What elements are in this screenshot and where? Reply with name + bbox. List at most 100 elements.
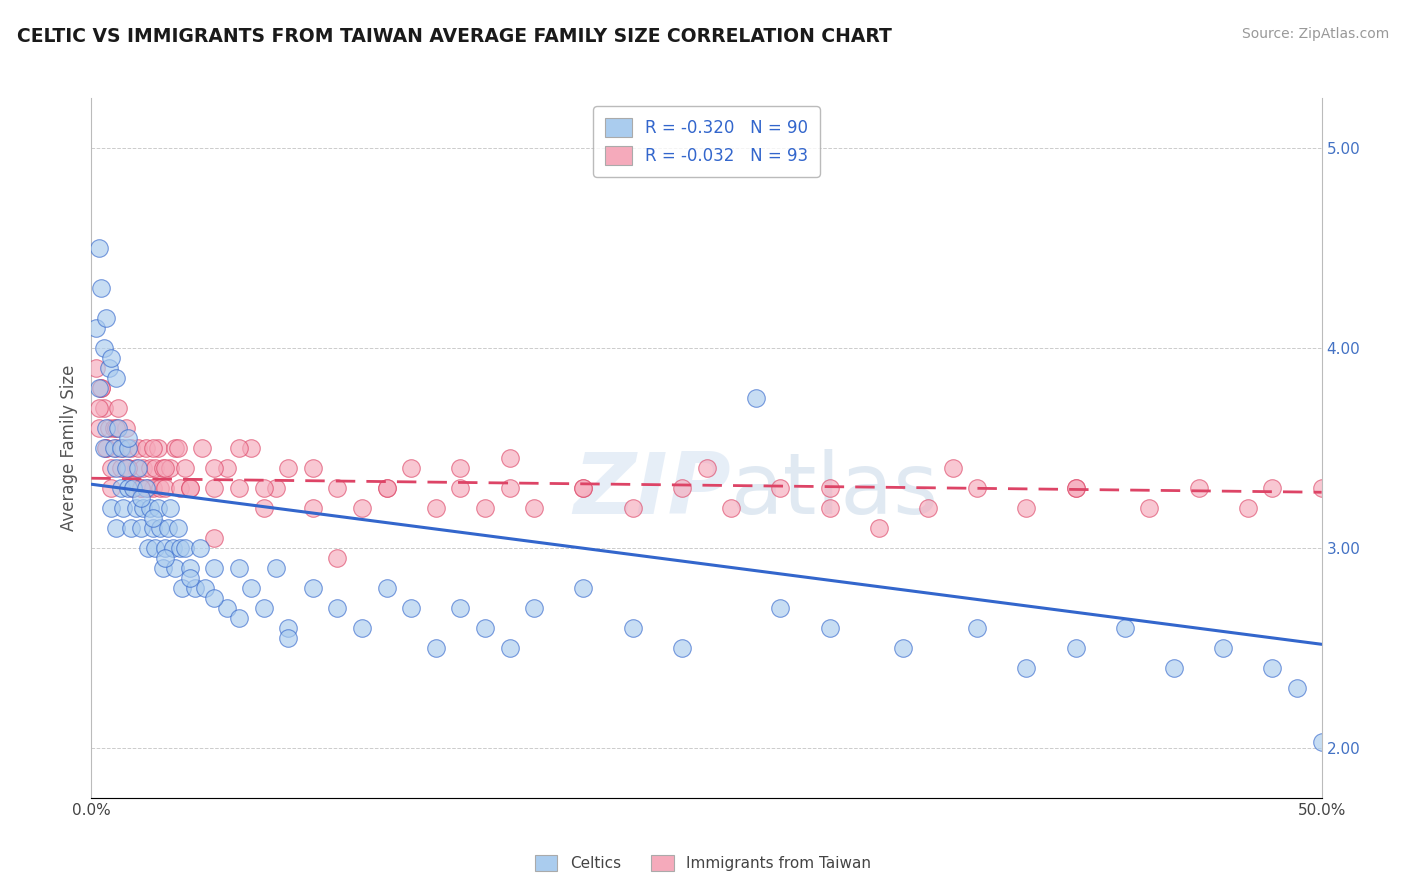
Point — [671, 641, 693, 656]
Point — [301, 501, 323, 516]
Point — [720, 501, 742, 516]
Point — [107, 401, 129, 416]
Point — [105, 461, 127, 475]
Point — [117, 481, 139, 495]
Point — [1237, 501, 1260, 516]
Point — [1187, 481, 1209, 495]
Point — [1064, 481, 1087, 495]
Point — [671, 481, 693, 495]
Point — [145, 541, 166, 556]
Point — [114, 421, 138, 435]
Point — [523, 601, 546, 615]
Point — [215, 601, 238, 615]
Point — [449, 481, 471, 495]
Point — [240, 582, 263, 596]
Point — [917, 501, 939, 516]
Point — [139, 461, 162, 475]
Point — [277, 461, 299, 475]
Point — [449, 601, 471, 615]
Point — [100, 351, 122, 366]
Point — [100, 501, 122, 516]
Point — [695, 461, 717, 475]
Point — [129, 491, 152, 506]
Point — [891, 641, 914, 656]
Point — [169, 541, 191, 556]
Point — [117, 461, 139, 475]
Point — [215, 461, 238, 475]
Point — [127, 442, 149, 456]
Point — [110, 461, 132, 475]
Point — [90, 381, 112, 395]
Point — [240, 442, 263, 456]
Point — [96, 421, 117, 435]
Point — [399, 461, 422, 475]
Point — [93, 401, 115, 416]
Point — [941, 461, 963, 475]
Point — [202, 561, 225, 575]
Point — [498, 641, 520, 656]
Point — [253, 601, 276, 615]
Text: atlas: atlas — [731, 449, 939, 532]
Point — [818, 621, 841, 635]
Point — [449, 461, 471, 475]
Point — [103, 421, 125, 435]
Point — [146, 501, 169, 516]
Point — [425, 501, 447, 516]
Point — [868, 521, 890, 535]
Point — [572, 481, 595, 495]
Legend: Celtics, Immigrants from Taiwan: Celtics, Immigrants from Taiwan — [529, 849, 877, 877]
Point — [120, 521, 142, 535]
Point — [621, 501, 644, 516]
Point — [326, 481, 349, 495]
Point — [132, 461, 155, 475]
Point — [179, 561, 201, 575]
Point — [523, 501, 546, 516]
Point — [97, 361, 120, 376]
Point — [152, 461, 174, 475]
Point — [301, 461, 323, 475]
Point — [96, 442, 117, 456]
Point — [162, 541, 184, 556]
Point — [228, 442, 250, 456]
Point — [375, 481, 398, 495]
Point — [202, 461, 225, 475]
Point — [114, 461, 138, 475]
Point — [228, 481, 250, 495]
Point — [818, 481, 841, 495]
Point — [474, 501, 496, 516]
Point — [96, 311, 117, 326]
Point — [86, 361, 108, 376]
Point — [572, 481, 595, 495]
Point — [352, 621, 374, 635]
Point — [135, 442, 157, 456]
Point — [1064, 481, 1087, 495]
Point — [1015, 661, 1038, 675]
Point — [228, 611, 250, 625]
Point — [107, 421, 129, 435]
Text: ZIP: ZIP — [574, 449, 731, 532]
Point — [1163, 661, 1185, 675]
Point — [769, 601, 792, 615]
Point — [135, 481, 157, 495]
Point — [1285, 681, 1308, 696]
Point — [277, 632, 299, 646]
Point — [1114, 621, 1136, 635]
Point — [93, 442, 115, 456]
Point — [159, 501, 181, 516]
Point — [179, 481, 201, 495]
Point — [166, 442, 188, 456]
Point — [145, 461, 166, 475]
Point — [149, 521, 172, 535]
Point — [129, 481, 152, 495]
Point — [1064, 641, 1087, 656]
Point — [153, 551, 177, 566]
Point — [179, 571, 201, 585]
Point — [100, 481, 122, 495]
Point — [474, 621, 496, 635]
Point — [188, 541, 211, 556]
Text: CELTIC VS IMMIGRANTS FROM TAIWAN AVERAGE FAMILY SIZE CORRELATION CHART: CELTIC VS IMMIGRANTS FROM TAIWAN AVERAGE… — [17, 27, 891, 45]
Point — [163, 442, 186, 456]
Point — [375, 582, 398, 596]
Point — [166, 521, 188, 535]
Point — [174, 461, 197, 475]
